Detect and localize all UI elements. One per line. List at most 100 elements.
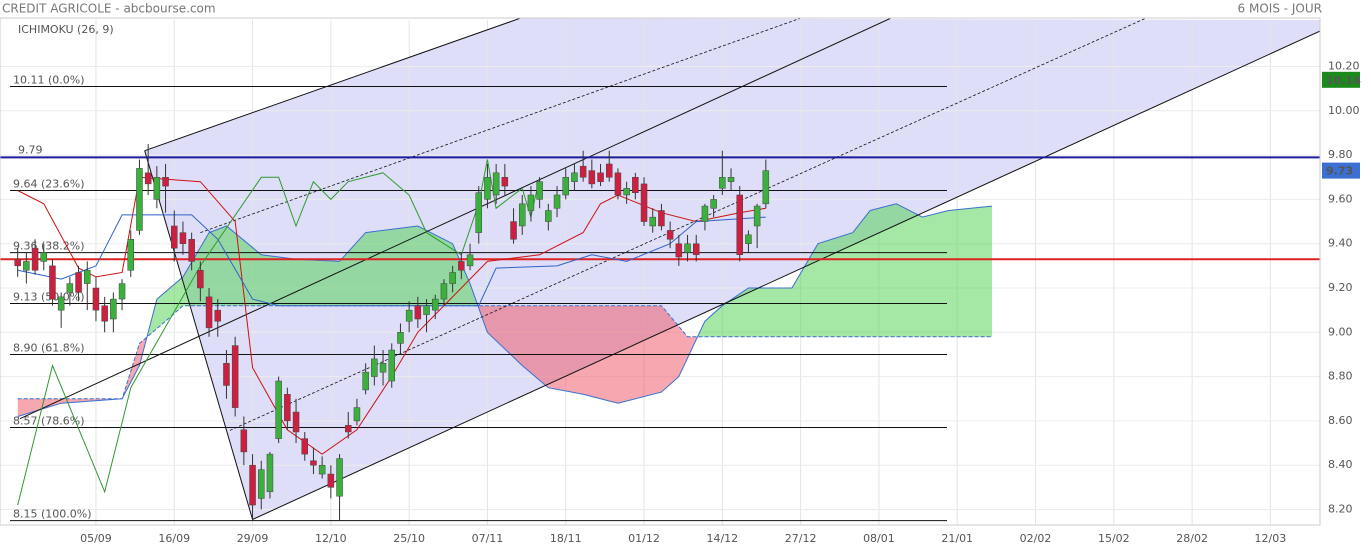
candle-body <box>197 270 204 289</box>
indicator-line <box>17 214 766 307</box>
candle-body <box>310 460 317 466</box>
candle-body <box>23 261 30 271</box>
candle-body <box>110 298 117 320</box>
x-tick-label: 05/09 <box>80 532 112 545</box>
candle-body <box>605 163 613 178</box>
candle-body <box>510 221 517 240</box>
candle-body <box>684 243 691 253</box>
candle-body <box>545 210 552 222</box>
candle-body <box>266 453 274 493</box>
fib-label: 8.57 (78.6%) <box>13 415 85 428</box>
candle-body <box>736 194 743 256</box>
trendline <box>252 30 1320 520</box>
candle-body <box>214 309 222 322</box>
candle-body <box>327 473 335 488</box>
candle-body <box>275 380 282 439</box>
x-tick-label: 21/01 <box>941 532 973 545</box>
x-tick-label: 12/10 <box>315 532 347 545</box>
chart-title: CREDIT AGRICOLE - abcbourse.com <box>2 2 216 16</box>
candle-body <box>353 407 361 422</box>
candle-body <box>205 296 213 329</box>
candle-body <box>658 210 665 227</box>
candle-body <box>753 205 761 227</box>
candle-body <box>588 170 596 185</box>
x-tick-label: 07/11 <box>472 532 504 545</box>
y-tick-label: 8.40 <box>1328 458 1353 471</box>
candle-body <box>397 332 404 344</box>
candle-body <box>553 194 561 209</box>
fib-label: 8.90 (61.8%) <box>13 341 85 354</box>
cloud-fill-down <box>17 305 993 417</box>
candle-body <box>362 371 369 391</box>
y-tick-label: 8.80 <box>1328 370 1353 383</box>
cloud-down <box>17 305 993 417</box>
candle-body <box>379 363 387 373</box>
fib-label: 9.36 (38.2%) <box>13 240 85 253</box>
y-tick-label: 8.20 <box>1328 502 1353 515</box>
candle-body <box>162 177 169 187</box>
candle-body <box>405 309 413 322</box>
candle-body <box>597 172 604 182</box>
candle-body <box>614 172 622 196</box>
candle-body <box>632 177 639 194</box>
x-tick-label: 18/11 <box>550 532 582 545</box>
candle-body <box>249 464 256 506</box>
channel-fill <box>144 18 1320 520</box>
period-label: 6 MOIS - JOUR <box>1238 2 1322 16</box>
candle-body <box>449 272 456 284</box>
x-tick-label: 27/12 <box>785 532 817 545</box>
level-label: 9.79 <box>18 143 43 156</box>
candle-body <box>14 258 21 267</box>
candle-body <box>258 469 265 499</box>
y-tick-label: 10.00 <box>1328 104 1360 117</box>
candle-body <box>719 177 726 189</box>
candle-body <box>388 349 395 382</box>
candle-body <box>31 247 39 271</box>
candle-body <box>675 243 683 258</box>
candle-body <box>692 243 700 256</box>
candle-body <box>66 283 74 293</box>
candle-body <box>188 239 195 262</box>
candle-body <box>414 305 422 320</box>
candle-body <box>136 168 143 231</box>
trendline <box>229 18 1146 431</box>
candle-body <box>49 265 56 300</box>
candle-body <box>284 394 291 422</box>
candle-body <box>101 305 108 322</box>
candle-body <box>40 252 48 262</box>
candle-body <box>562 177 569 196</box>
trendline <box>19 18 891 420</box>
candle-body <box>501 177 509 187</box>
x-tick-label: 02/02 <box>1020 532 1052 545</box>
y-tick-label: 9.00 <box>1328 325 1353 338</box>
y-tick-label: 9.40 <box>1328 237 1353 250</box>
candle-body <box>701 205 709 222</box>
candle-body <box>240 429 248 453</box>
y-tick-label: 9.20 <box>1328 281 1353 294</box>
candle-body <box>344 425 352 433</box>
candle-body <box>623 188 630 196</box>
candle-body <box>371 358 378 377</box>
candle-body <box>57 296 65 311</box>
x-tick-label: 15/02 <box>1098 532 1130 545</box>
candle-body <box>92 287 100 311</box>
y-tick-label: 10.20 <box>1328 60 1360 73</box>
y-tick-label: 8.60 <box>1328 414 1353 427</box>
candle-body <box>571 172 578 182</box>
x-tick-label: 28/02 <box>1176 532 1208 545</box>
senkou-b <box>17 305 992 400</box>
x-tick-label: 16/09 <box>158 532 190 545</box>
candle-body <box>640 183 648 222</box>
trendline <box>144 150 254 520</box>
candle-body <box>336 458 343 497</box>
candle-body <box>466 254 474 267</box>
candle-body <box>292 411 300 433</box>
candle-body <box>144 172 152 185</box>
candle-body <box>301 438 308 455</box>
candle-body <box>423 305 430 315</box>
candle-body <box>431 298 439 311</box>
price-tag-label: 10.14 <box>1326 74 1361 87</box>
candle-body <box>153 177 161 200</box>
candle-body <box>171 225 178 249</box>
candle-body <box>440 283 448 300</box>
